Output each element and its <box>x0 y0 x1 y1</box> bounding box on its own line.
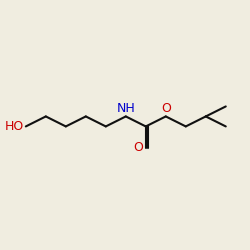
Text: O: O <box>134 141 143 154</box>
Text: NH: NH <box>116 102 135 115</box>
Text: HO: HO <box>5 120 24 133</box>
Text: O: O <box>161 102 171 115</box>
